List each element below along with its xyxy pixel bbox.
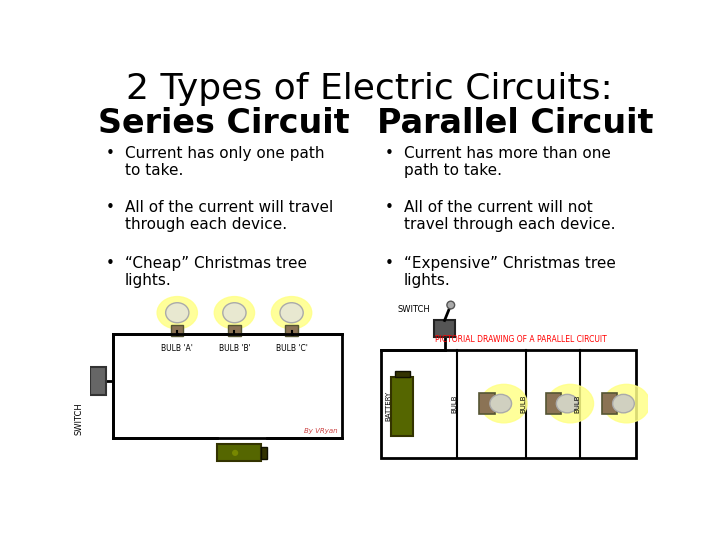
Text: All of the current will travel
through each device.: All of the current will travel through e… bbox=[125, 200, 333, 232]
Text: •: • bbox=[384, 256, 393, 271]
Text: All of the current will not
travel through each device.: All of the current will not travel throu… bbox=[404, 200, 616, 232]
Text: •: • bbox=[106, 200, 114, 214]
Text: BULB 'B': BULB 'B' bbox=[219, 343, 251, 353]
Bar bbox=[602, 393, 617, 414]
Text: Current has only one path
to take.: Current has only one path to take. bbox=[125, 146, 325, 178]
Bar bbox=[381, 350, 636, 457]
Text: •: • bbox=[384, 200, 393, 214]
Ellipse shape bbox=[613, 394, 634, 413]
Text: BULB 'A': BULB 'A' bbox=[161, 343, 193, 353]
Ellipse shape bbox=[603, 384, 650, 423]
Ellipse shape bbox=[215, 296, 255, 329]
Text: By VRyan: By VRyan bbox=[305, 428, 338, 434]
Bar bbox=[433, 320, 456, 338]
Circle shape bbox=[232, 450, 238, 456]
Text: BULB: BULB bbox=[574, 394, 580, 413]
Ellipse shape bbox=[480, 384, 527, 423]
Circle shape bbox=[78, 360, 89, 371]
Bar bbox=[90, 367, 106, 395]
Text: •: • bbox=[384, 146, 393, 161]
Bar bbox=[171, 325, 184, 336]
Ellipse shape bbox=[490, 394, 512, 413]
Ellipse shape bbox=[271, 296, 312, 329]
Bar bbox=[395, 372, 410, 377]
Ellipse shape bbox=[547, 384, 593, 423]
Bar bbox=[113, 334, 342, 438]
Text: BULB 'C': BULB 'C' bbox=[276, 343, 307, 353]
Bar bbox=[217, 444, 261, 461]
Text: BULB: BULB bbox=[521, 394, 526, 413]
Bar bbox=[261, 447, 267, 459]
Bar bbox=[479, 393, 495, 414]
Ellipse shape bbox=[166, 303, 189, 323]
Text: SWITCH: SWITCH bbox=[398, 305, 431, 314]
Text: •: • bbox=[106, 256, 114, 271]
Text: “Expensive” Christmas tree
lights.: “Expensive” Christmas tree lights. bbox=[404, 256, 616, 288]
Text: “Cheap” Christmas tree
lights.: “Cheap” Christmas tree lights. bbox=[125, 256, 307, 288]
Bar bbox=[285, 325, 298, 336]
Circle shape bbox=[447, 301, 454, 309]
Ellipse shape bbox=[222, 303, 246, 323]
Text: Parallel Circuit: Parallel Circuit bbox=[377, 107, 653, 140]
Text: PICTORIAL DRAWING OF A PARALLEL CIRCUIT: PICTORIAL DRAWING OF A PARALLEL CIRCUIT bbox=[436, 335, 607, 343]
Text: BATTERY: BATTERY bbox=[385, 391, 392, 421]
Text: SWITCH: SWITCH bbox=[75, 403, 84, 435]
Ellipse shape bbox=[157, 296, 197, 329]
Text: BULB: BULB bbox=[451, 394, 457, 413]
Text: Current has more than one
path to take.: Current has more than one path to take. bbox=[404, 146, 611, 178]
Text: 2 Types of Electric Circuits:: 2 Types of Electric Circuits: bbox=[125, 72, 613, 106]
Ellipse shape bbox=[557, 394, 578, 413]
Bar bbox=[228, 325, 240, 336]
Text: Series Circuit: Series Circuit bbox=[98, 107, 349, 140]
Ellipse shape bbox=[280, 303, 303, 323]
Bar bbox=[392, 377, 413, 436]
Text: •: • bbox=[106, 146, 114, 161]
Bar bbox=[546, 393, 561, 414]
